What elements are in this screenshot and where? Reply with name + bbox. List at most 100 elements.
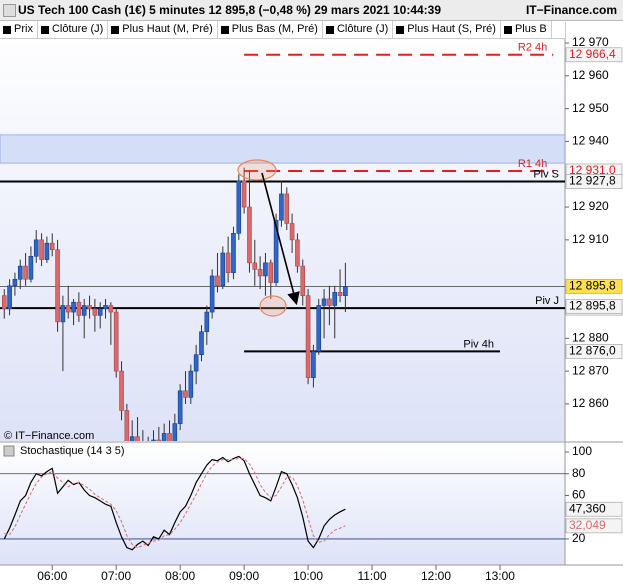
candle-body <box>113 311 119 372</box>
y-tick-label: 12 860 <box>572 396 609 410</box>
last-price-label: 12 895,8 <box>569 279 616 293</box>
candle-body <box>39 239 44 260</box>
stoch-tick-label: 60 <box>572 488 586 502</box>
candle-body <box>257 269 263 277</box>
toolbar-label: Clôture (J) <box>336 23 389 35</box>
candle-body <box>119 370 124 411</box>
header-bar: US Tech 100 Cash (1€) 5 minutes 12 895,8… <box>0 0 623 21</box>
candle-body <box>161 433 167 441</box>
toolbar-item[interactable]: Plus B <box>501 21 552 38</box>
series-icon <box>40 25 49 34</box>
pivot-name: R2 4h <box>518 42 547 54</box>
y-tick-label: 12 970 <box>572 35 609 49</box>
candle-body <box>97 308 103 316</box>
candle-body <box>60 305 66 323</box>
highlight-ellipse <box>237 159 277 181</box>
pivot-name: Piv S <box>533 168 559 180</box>
candle-body <box>156 439 162 441</box>
y-tick-label: 12 940 <box>572 134 609 148</box>
zone <box>0 134 565 164</box>
stoch-tick-label: 20 <box>572 531 586 545</box>
series-icon <box>503 25 512 34</box>
series-icon <box>3 25 11 34</box>
toolbar: Prix Clôture (J) Plus Haut (M, Pré) Plus Ba… <box>0 21 565 39</box>
candle-body <box>12 278 18 287</box>
stoch-line <box>4 458 346 549</box>
candle-body <box>65 305 71 313</box>
candle-body <box>252 262 258 270</box>
candle-body <box>215 275 220 287</box>
y-tick-label: 12 950 <box>572 101 609 115</box>
y-tick-label: 12 910 <box>572 232 609 246</box>
candle-body <box>321 298 327 306</box>
y-tick-label: 12 880 <box>572 330 609 344</box>
stoch-value-label-box <box>565 518 623 534</box>
toolbar-label: Plus Bas (M, Pré) <box>231 23 318 35</box>
level-label: 12 931,0 <box>569 163 616 177</box>
stoch-value-label-box <box>565 501 623 517</box>
toolbar-item[interactable]: Clôture (J) <box>323 21 394 38</box>
x-tick-label: 09:00 <box>229 569 259 583</box>
candle-body <box>204 311 210 333</box>
candle-body <box>7 285 12 310</box>
toolbar-item[interactable]: Plus Bas (M, Pré) <box>218 21 323 38</box>
toolbar-label: Plus Haut (S, Pré) <box>407 23 496 35</box>
candle-body <box>289 223 295 241</box>
candle-body <box>92 308 98 316</box>
indicator-icon <box>3 445 15 457</box>
toolbar-item[interactable]: Prix <box>0 21 38 38</box>
candle-body <box>337 292 343 296</box>
brand: IT−Finance.com <box>525 3 617 17</box>
candle-body <box>81 305 87 316</box>
toolbar-item[interactable]: Plus Haut (S, Pré) <box>393 21 501 38</box>
annotations <box>237 159 300 317</box>
candle-body <box>1 295 7 310</box>
candle-body <box>33 239 39 257</box>
x-tick-label: 12:00 <box>421 569 451 583</box>
candle-body <box>87 305 92 310</box>
candle-body <box>225 252 231 273</box>
candle-body <box>49 242 55 251</box>
stoch-tick-label: 80 <box>572 466 586 480</box>
indicator-title: Stochastique (14 3 5) <box>20 445 125 457</box>
level-label-box <box>565 47 623 63</box>
candle-body <box>332 292 338 306</box>
y-tick-label: 12 960 <box>572 68 609 82</box>
candle-body <box>305 295 311 378</box>
chart-title: US Tech 100 Cash (1€) 5 minutes 12 895,8… <box>18 3 442 17</box>
x-tick-label: 13:00 <box>485 569 515 583</box>
series-icon <box>396 25 405 34</box>
candle-body <box>247 206 252 264</box>
level-label: 12 927,8 <box>569 174 616 188</box>
candle-body <box>71 301 76 313</box>
stoch-panel <box>0 443 565 565</box>
candle-body <box>316 305 322 352</box>
candle-body <box>220 252 226 287</box>
candle-body <box>23 265 28 280</box>
series-icon <box>220 25 229 34</box>
watermark: © IT−Finance.com <box>4 430 94 442</box>
level-label: 12 876,0 <box>569 344 616 358</box>
candle-body <box>108 305 114 313</box>
stoch-value-label: 47,360 <box>569 501 606 515</box>
pivot-name: R1 4h <box>518 158 547 170</box>
candle-body <box>44 242 50 260</box>
candle-body <box>268 262 274 283</box>
candle-body <box>236 180 242 234</box>
candle-body <box>183 390 188 398</box>
last-price-label-box <box>565 279 623 294</box>
candle-body <box>76 301 82 316</box>
toolbar-label: Plus Haut (M, Pré) <box>122 23 213 35</box>
main-panel <box>0 22 565 441</box>
toolbar-item[interactable]: Clôture (J) <box>38 21 109 38</box>
prev-close-label-box <box>565 299 623 314</box>
y-tick-label: 12 870 <box>572 363 609 377</box>
highlight-ellipse <box>259 295 287 317</box>
candle-body <box>177 390 183 424</box>
menu-icon[interactable] <box>3 4 16 17</box>
candle-body <box>172 423 178 441</box>
candle-body <box>284 193 290 224</box>
candle-body <box>231 233 236 273</box>
toolbar-item[interactable]: Plus Haut (M, Pré) <box>108 21 218 38</box>
